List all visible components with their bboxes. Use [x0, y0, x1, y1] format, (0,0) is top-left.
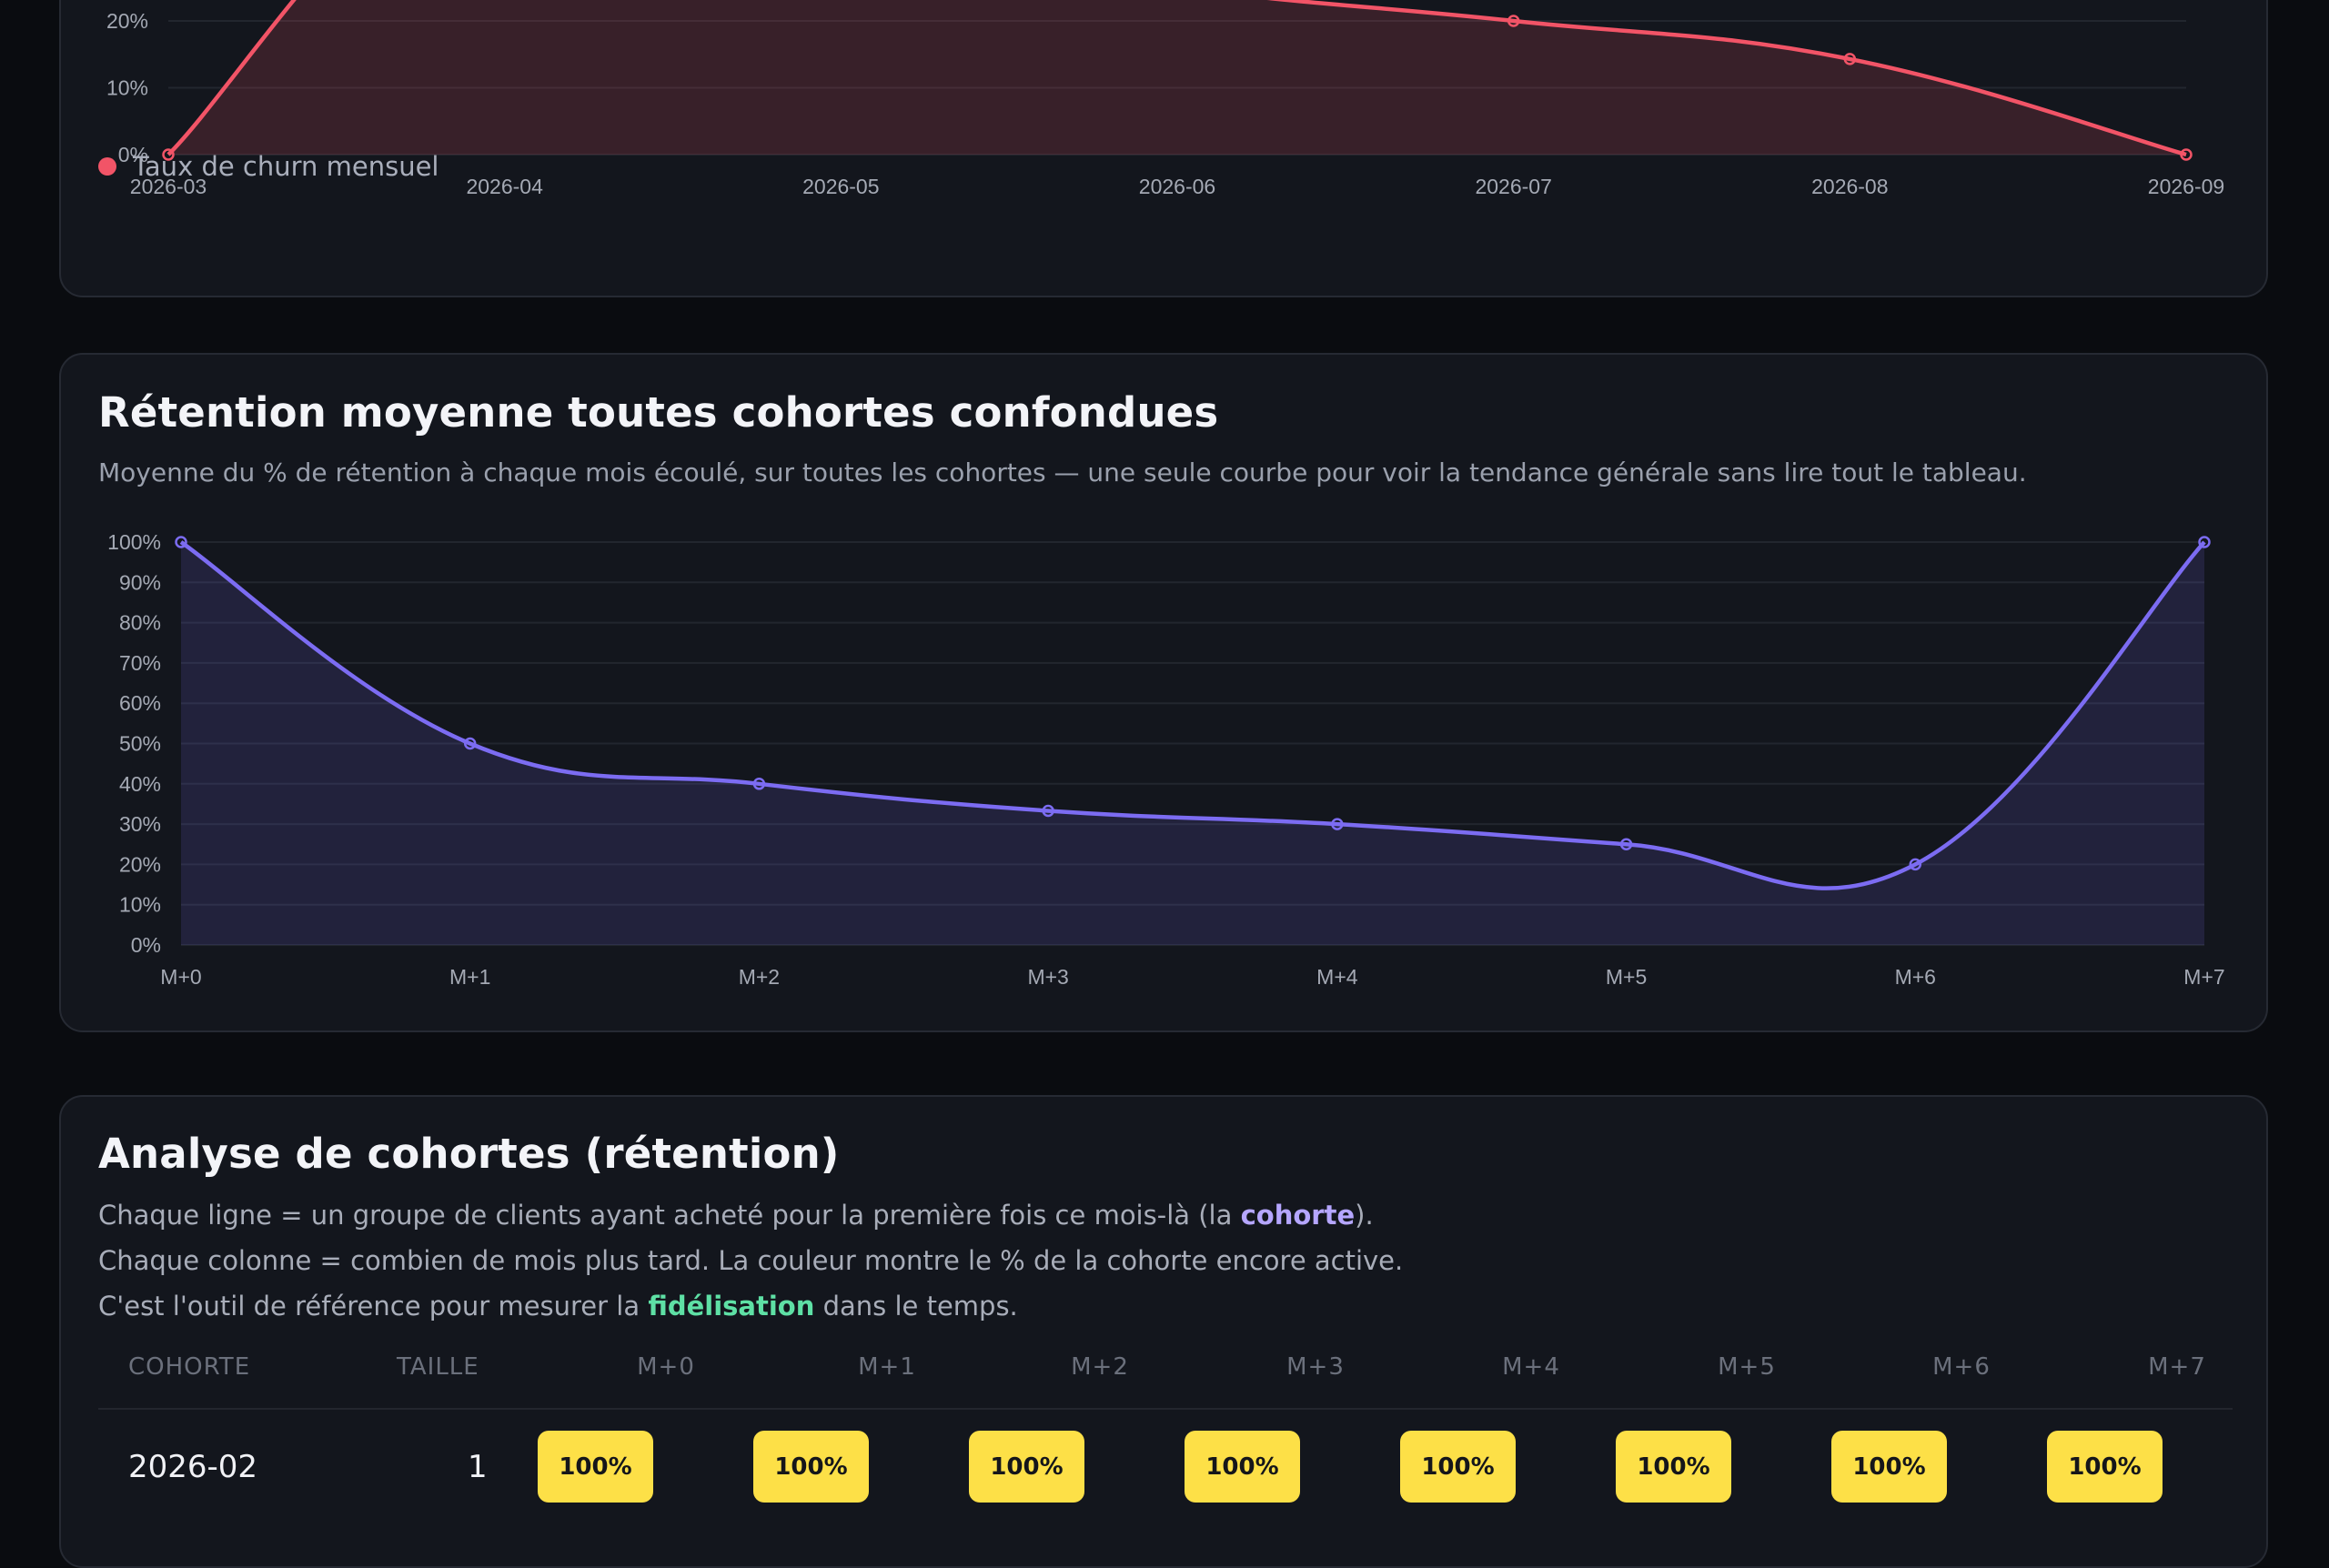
retention-y-tick: 100%	[107, 530, 161, 554]
churn-x-tick: 2026-03	[130, 175, 207, 198]
churn-x-tick: 2026-09	[2148, 175, 2224, 198]
cohort-desc-1: Chaque ligne = un groupe de clients ayan…	[98, 1200, 1374, 1231]
churn-point[interactable]	[1507, 15, 1520, 27]
cohort-desc-3: C'est l'outil de référence pour mesurer …	[98, 1291, 1018, 1322]
retention-cell[interactable]: 100%	[1185, 1431, 1300, 1503]
th-m4[interactable]: M+4	[1502, 1353, 1560, 1381]
th-m5[interactable]: M+5	[1718, 1353, 1776, 1381]
retention-x-tick: M+7	[2183, 965, 2224, 989]
churn-x-tick: 2026-05	[802, 175, 879, 198]
churn-point[interactable]	[1843, 53, 1857, 65]
retention-y-tick: 70%	[119, 651, 161, 675]
th-m2[interactable]: M+2	[1071, 1353, 1129, 1381]
retention-y-tick: 50%	[119, 732, 161, 756]
desc-1-text: Chaque ligne = un groupe de clients ayan…	[98, 1200, 1241, 1231]
churn-card: 0% 10% 20% 2026-03 2026-04 2026-05 2026-06 2026…	[59, 0, 2268, 297]
churn-x-tick: 2026-04	[466, 175, 543, 198]
th-m6[interactable]: M+6	[1932, 1353, 1991, 1381]
retention-subtitle: Moyenne du % de rétention à chaque mois …	[98, 457, 2027, 487]
legend-label: Taux de churn mensuel	[133, 151, 439, 182]
churn-y-tick: 0%	[118, 143, 148, 166]
retention-x-tick: M+6	[1895, 965, 1936, 989]
churn-y-tick: 10%	[106, 76, 148, 100]
th-m3[interactable]: M+3	[1286, 1353, 1345, 1381]
retention-cell[interactable]: 100%	[538, 1431, 653, 1503]
retention-point[interactable]	[1042, 804, 1054, 818]
retention-cell[interactable]: 100%	[1831, 1431, 1947, 1503]
retention-area	[181, 542, 2204, 945]
desc-3-text: C'est l'outil de référence pour mesurer …	[98, 1291, 649, 1322]
retention-y-tick: 20%	[119, 852, 161, 876]
th-size[interactable]: TAILLE	[397, 1353, 479, 1381]
churn-x-tick: 2026-08	[1811, 175, 1888, 198]
retention-x-tick: M+1	[449, 965, 490, 989]
retention-x-tick: M+5	[1606, 965, 1647, 989]
retention-point[interactable]	[463, 737, 477, 750]
th-cohort[interactable]: COHORTE	[128, 1353, 251, 1381]
retention-y-tick: 60%	[119, 691, 161, 715]
cohort-size: 1	[468, 1449, 488, 1485]
th-m7[interactable]: M+7	[2148, 1353, 2206, 1381]
cohort-label: 2026-02	[128, 1449, 258, 1485]
churn-x-tick: 2026-06	[1139, 175, 1215, 198]
fidelisation-term: fidélisation	[648, 1291, 815, 1322]
retention-cell[interactable]: 100%	[1400, 1431, 1516, 1503]
legend-dot-icon	[98, 157, 116, 176]
churn-point[interactable]	[2180, 148, 2193, 161]
retention-y-tick: 90%	[119, 570, 161, 594]
churn-area	[168, 0, 2186, 155]
retention-card: Rétention moyenne toutes cohortes confon…	[59, 353, 2268, 1032]
retention-chart: 0% 10% 20% 30% 40% 50% 60% 70% 80% 90% 100% M+0 M+1 M…	[107, 530, 2225, 989]
table-divider	[98, 1408, 2233, 1410]
retention-point[interactable]	[1909, 858, 1922, 871]
desc-3-end: dans le temps.	[814, 1291, 1018, 1322]
retention-x-tick: M+2	[739, 965, 780, 989]
retention-y-tick: 80%	[119, 611, 161, 635]
churn-point[interactable]	[162, 148, 175, 161]
retention-y-tick: 10%	[119, 893, 161, 917]
retention-x-tick: M+4	[1316, 965, 1358, 989]
retention-title: Rétention moyenne toutes cohortes confon…	[98, 388, 1219, 437]
retention-point[interactable]	[175, 536, 187, 548]
retention-y-tick: 40%	[119, 772, 161, 796]
churn-y-tick: 20%	[106, 9, 148, 33]
cohort-card: Analyse de cohortes (rétention) Chaque l…	[59, 1095, 2268, 1568]
retention-point[interactable]	[1331, 818, 1344, 830]
churn-x-tick: 2026-07	[1475, 175, 1551, 198]
churn-legend[interactable]: Taux de churn mensuel	[98, 151, 439, 182]
retention-point[interactable]	[2198, 536, 2211, 548]
th-m0[interactable]: M+0	[637, 1353, 695, 1381]
retention-y-tick: 30%	[119, 812, 161, 836]
retention-x-tick: M+0	[160, 965, 201, 989]
retention-cell[interactable]: 100%	[753, 1431, 869, 1503]
retention-cell[interactable]: 100%	[2047, 1431, 2163, 1503]
churn-series-line	[166, 0, 2187, 157]
desc-1-end: ).	[1355, 1200, 1374, 1231]
retention-series-line	[179, 540, 2206, 890]
retention-cell[interactable]: 100%	[969, 1431, 1084, 1503]
retention-x-tick: M+3	[1027, 965, 1068, 989]
cohort-term: cohorte	[1240, 1200, 1356, 1231]
retention-point[interactable]	[752, 778, 766, 790]
retention-cell[interactable]: 100%	[1616, 1431, 1731, 1503]
cohort-title: Analyse de cohortes (rétention)	[98, 1130, 840, 1178]
churn-chart: 0% 10% 20% 2026-03 2026-04 2026-05 2026-06 2026…	[106, 0, 2224, 198]
retention-y-tick: 0%	[131, 933, 161, 957]
retention-point[interactable]	[1619, 838, 1633, 850]
th-m1[interactable]: M+1	[858, 1353, 916, 1381]
cohort-desc-2: Chaque colonne = combien de mois plus ta…	[98, 1245, 1404, 1276]
